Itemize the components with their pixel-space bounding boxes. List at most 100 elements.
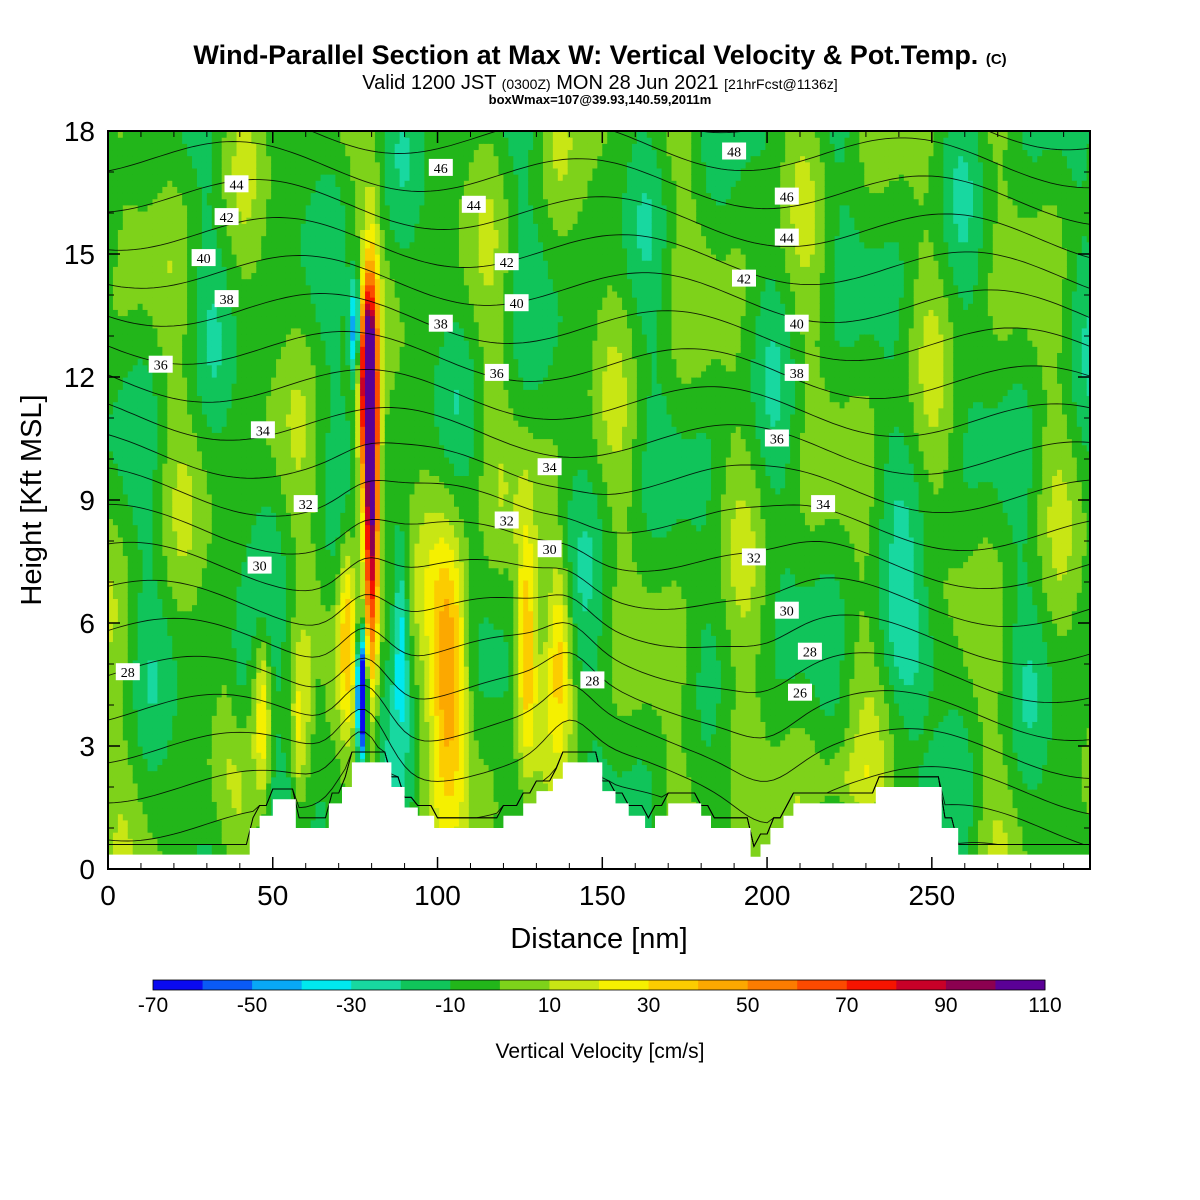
velocity-cell [290, 592, 297, 599]
velocity-cell [177, 776, 183, 784]
velocity-cell [305, 161, 312, 169]
velocity-cell [147, 702, 154, 710]
velocity-cell [285, 524, 292, 532]
velocity-cell [276, 223, 282, 230]
velocity-cell [221, 518, 228, 526]
velocity-cell [276, 358, 282, 366]
velocity-cell [196, 223, 203, 230]
velocity-cell [196, 561, 203, 569]
velocity-cell [231, 401, 238, 409]
velocity-cell [206, 315, 213, 323]
velocity-cell [162, 782, 168, 790]
velocity-cell [261, 770, 267, 778]
velocity-cell [305, 764, 312, 772]
velocity-cell [132, 333, 139, 341]
velocity-cell [162, 278, 168, 286]
velocity-cell [305, 512, 312, 520]
velocity-cell [122, 746, 129, 753]
velocity-cell [261, 709, 267, 716]
velocity-cell [246, 469, 252, 476]
velocity-cell [231, 463, 238, 470]
velocity-cell [266, 309, 272, 317]
velocity-cell [182, 389, 188, 397]
velocity-cell [201, 340, 208, 347]
velocity-cell [122, 819, 129, 827]
velocity-cell [300, 180, 307, 187]
velocity-cell [241, 247, 247, 255]
velocity-cell [276, 586, 282, 593]
velocity-cell [157, 481, 163, 489]
velocity-cell [241, 444, 247, 452]
velocity-cell [187, 309, 193, 317]
velocity-cell [256, 204, 262, 212]
velocity-cell [157, 315, 163, 323]
velocity-cell [157, 180, 163, 187]
velocity-cell [177, 450, 183, 458]
velocity-cell [112, 155, 119, 163]
velocity-cell [290, 727, 297, 735]
velocity-cell [137, 536, 144, 544]
velocity-cell [276, 161, 282, 169]
velocity-cell [305, 709, 312, 716]
velocity-cell [256, 174, 262, 181]
velocity-cell [152, 776, 159, 784]
velocity-cell [182, 672, 188, 679]
velocity-cell [122, 155, 129, 163]
velocity-cell [300, 229, 307, 237]
velocity-cell [147, 469, 154, 476]
velocity-cell [192, 432, 198, 440]
velocity-cell [167, 844, 173, 852]
velocity-cell [300, 475, 307, 483]
velocity-cell [266, 143, 272, 151]
velocity-cell [246, 512, 252, 520]
velocity-cell [147, 456, 154, 464]
velocity-cell [211, 272, 218, 280]
velocity-cell [172, 659, 178, 667]
velocity-cell [211, 659, 218, 667]
velocity-cell [132, 543, 139, 550]
velocity-cell [285, 383, 292, 390]
velocity-cell [147, 598, 154, 606]
velocity-cell [221, 715, 228, 722]
velocity-cell [157, 223, 163, 230]
velocity-cell [216, 592, 223, 599]
velocity-cell [226, 333, 233, 341]
velocity-cell [305, 530, 312, 538]
velocity-cell [231, 444, 238, 452]
velocity-cell [196, 407, 203, 415]
velocity-cell [236, 204, 243, 212]
velocity-cell [192, 272, 198, 280]
velocity-cell [281, 155, 287, 163]
velocity-cell [108, 659, 114, 667]
velocity-cell [147, 407, 154, 415]
velocity-cell [201, 131, 208, 138]
velocity-cell [261, 377, 267, 384]
velocity-cell [285, 161, 292, 169]
velocity-cell [300, 272, 307, 280]
velocity-cell [285, 782, 292, 790]
velocity-cell [211, 456, 218, 464]
velocity-cell [196, 696, 203, 704]
velocity-cell [261, 143, 267, 151]
velocity-cell [221, 610, 228, 618]
velocity-cell [117, 297, 124, 304]
velocity-cell [127, 825, 134, 833]
velocity-cell [172, 795, 178, 802]
velocity-cell [226, 659, 233, 667]
velocity-cell [122, 167, 129, 175]
velocity-cell [187, 678, 193, 686]
velocity-cell [290, 321, 297, 329]
velocity-cell [256, 752, 262, 759]
velocity-cell [117, 524, 124, 532]
velocity-cell [152, 592, 159, 599]
velocity-cell [295, 592, 302, 599]
velocity-cell [182, 807, 188, 815]
velocity-cell [276, 346, 282, 353]
velocity-cell [246, 709, 252, 716]
velocity-cell [246, 143, 252, 151]
velocity-cell [246, 192, 252, 200]
velocity-cell [192, 715, 198, 722]
velocity-cell [122, 438, 129, 446]
velocity-cell [142, 746, 149, 753]
velocity-cell [132, 266, 139, 274]
